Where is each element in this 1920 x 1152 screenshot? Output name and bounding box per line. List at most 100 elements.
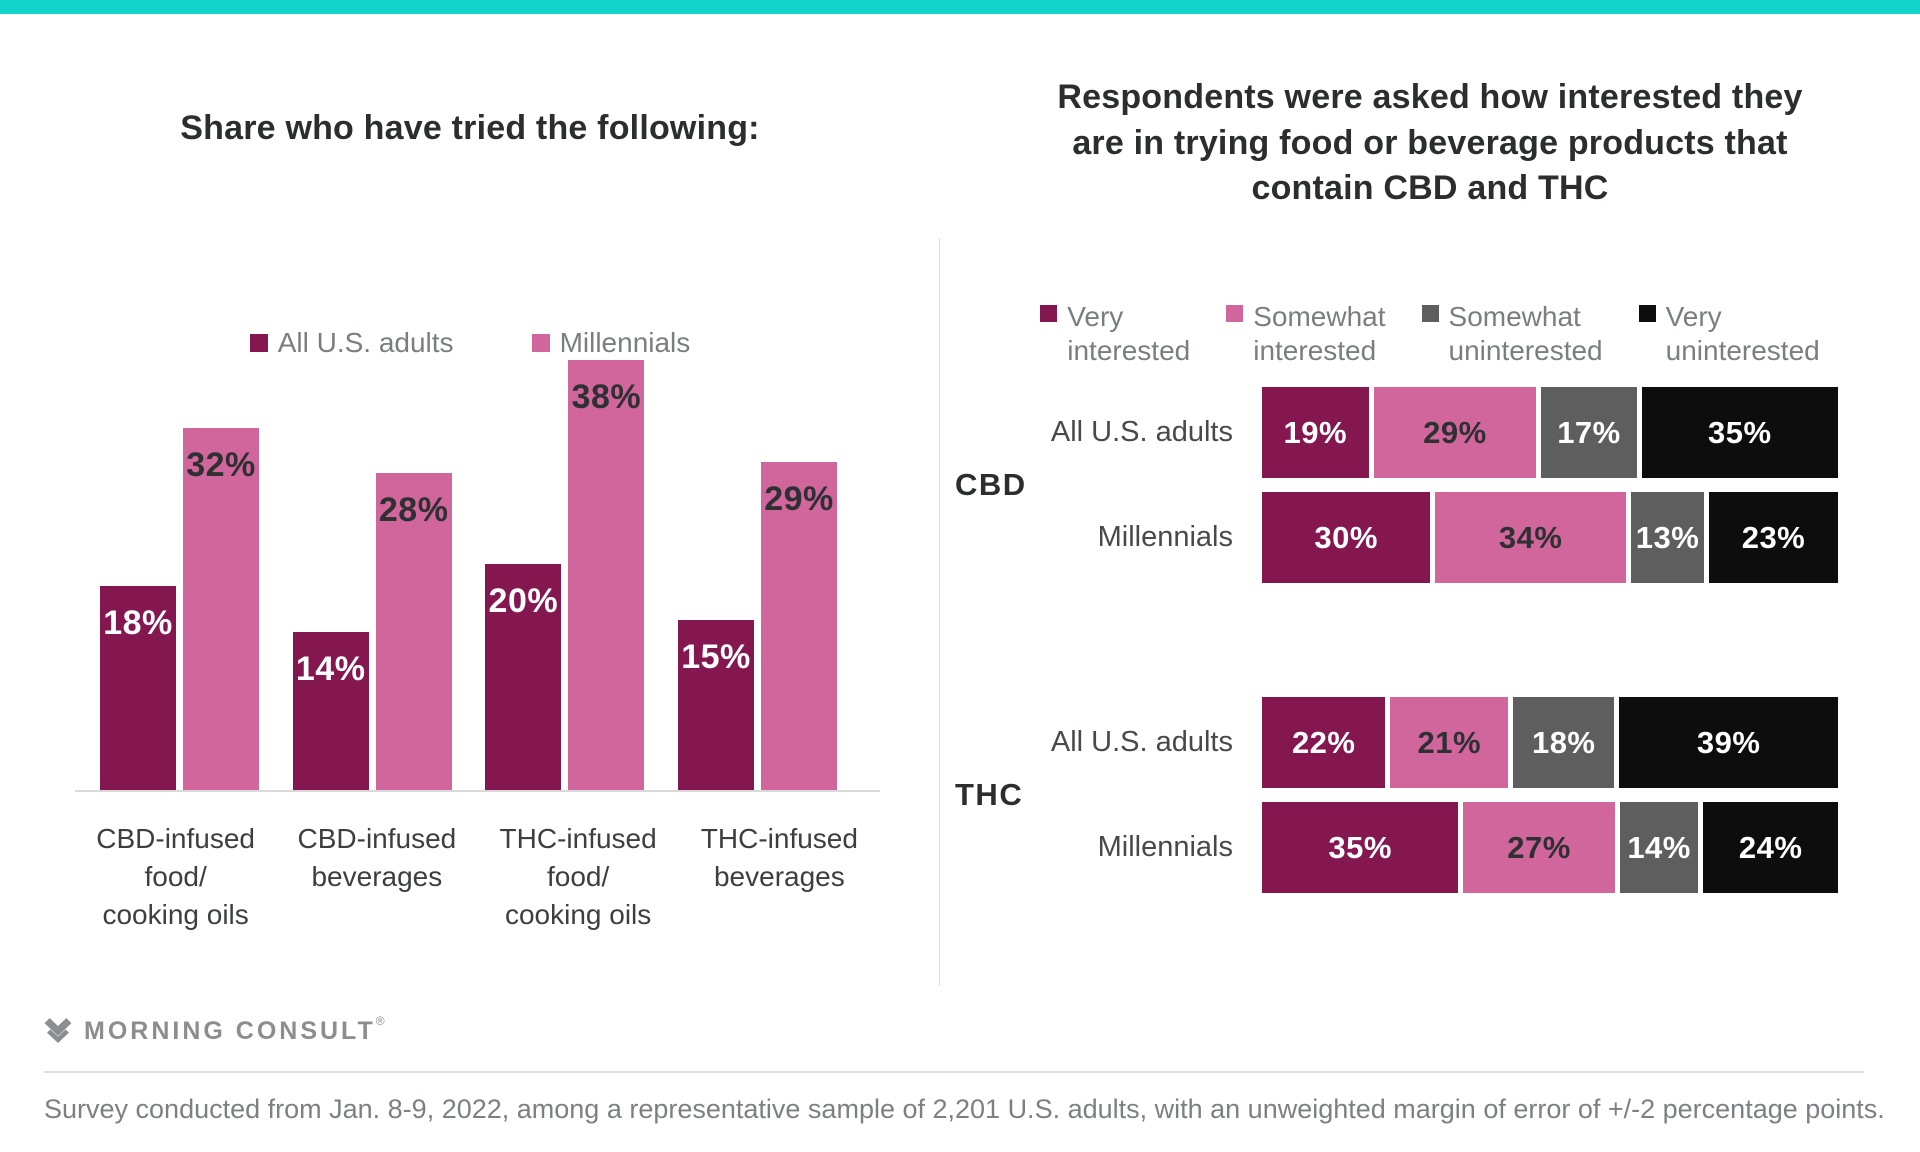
bar-value-label: 29% bbox=[764, 480, 834, 518]
stacked-bar: 30% 34% 13% 23% bbox=[1262, 492, 1838, 583]
bar-value-label: 38% bbox=[571, 378, 642, 416]
bar-segment: 21% bbox=[1390, 697, 1509, 788]
bar: 28% bbox=[375, 473, 452, 790]
stacked-bar: 35% 27% 14% 24% bbox=[1262, 802, 1838, 893]
legend-label-line: Somewhat bbox=[1253, 301, 1386, 332]
legend-label-line: uninterested bbox=[1448, 334, 1603, 366]
left-chart-section: Share who have tried the following: All … bbox=[0, 14, 940, 1004]
category-label: THC-infused food/cooking oils bbox=[478, 820, 679, 933]
right-chart-title-line: contain CBD and THC bbox=[1251, 169, 1609, 208]
legend-item: Very uninterested bbox=[1638, 300, 1820, 367]
legend-label-line: uninterested bbox=[1665, 334, 1820, 366]
registered-mark: ® bbox=[375, 1014, 385, 1028]
bar: 14% bbox=[292, 632, 369, 790]
column-divider bbox=[939, 238, 940, 986]
bar: 15% bbox=[677, 620, 754, 790]
bar: 32% bbox=[183, 428, 259, 790]
legend-label: Somewhat interested bbox=[1253, 300, 1385, 367]
left-chart-category-labels: CBD-infused food/cooking oils CBD-infused b… bbox=[75, 820, 880, 933]
legend-label: Very interested bbox=[1067, 300, 1190, 367]
legend-item: All U.S. adults bbox=[249, 327, 454, 359]
bar-value-label: 15% bbox=[681, 638, 751, 676]
left-chart-legend: All U.S. adults Millennials bbox=[0, 327, 940, 359]
bar: 38% bbox=[568, 360, 645, 790]
category-label-line: CBD-infused bbox=[96, 823, 255, 854]
bar-value-label: 18% bbox=[103, 604, 173, 642]
row-label: Millennials bbox=[1097, 831, 1233, 863]
bar-segment: 35% bbox=[1641, 387, 1838, 478]
bar-segment: 30% bbox=[1262, 492, 1431, 583]
bar-group: 14% 28% bbox=[292, 473, 452, 790]
group-label: CBD bbox=[955, 467, 1027, 502]
stacked-groups: CBD All U.S. adults 19% 29% 17% 35% Millennial… bbox=[955, 387, 1839, 893]
category-label-line: food/ bbox=[144, 860, 207, 892]
row-label: Millennials bbox=[1097, 521, 1233, 553]
legend-swatch bbox=[249, 334, 268, 352]
bar-segment: 22% bbox=[1262, 697, 1386, 788]
right-chart-title: Respondents were asked how interested th… bbox=[940, 75, 1920, 212]
bar-group: 18% 32% bbox=[100, 428, 259, 790]
right-chart-title-line: are in trying food or beverage products … bbox=[1072, 123, 1788, 162]
category-label-line: food/ bbox=[546, 860, 610, 892]
legend-label-line: Very bbox=[1665, 301, 1722, 332]
stacked-bar: 19% 29% 17% 35% bbox=[1262, 387, 1838, 478]
stacked-rows: All U.S. adults 22% 21% 18% 39% Millennials 35… bbox=[1050, 697, 1839, 893]
bar-value-label: 14% bbox=[295, 650, 366, 688]
stacked-row: Millennials 35% 27% 14% 24% bbox=[1050, 802, 1838, 893]
survey-note: Survey conducted from Jan. 8-9, 2022, am… bbox=[44, 1094, 1885, 1124]
category-label-line: THC-infused bbox=[700, 823, 858, 854]
bar-segment: 23% bbox=[1708, 492, 1838, 583]
bar-value-label: 20% bbox=[488, 582, 559, 620]
legend-label: Very uninterested bbox=[1666, 300, 1820, 367]
right-chart-legend: Very interested Somewhat interested Somewhat… bbox=[940, 300, 1920, 367]
bar-segment: 18% bbox=[1513, 697, 1615, 788]
category-label-line: beverages bbox=[713, 860, 845, 892]
legend-swatch bbox=[1040, 305, 1058, 322]
left-chart-plot: 18% 32% 14% 28% 20% 38% 15% 29% bbox=[75, 360, 880, 792]
bar-segment: 27% bbox=[1463, 802, 1615, 893]
m-chevron-icon bbox=[44, 1018, 72, 1044]
category-label: CBD-infused beverages bbox=[276, 820, 477, 933]
brand-name: MORNING CONSULT bbox=[84, 1017, 376, 1045]
legend-label: All U.S. adults bbox=[277, 327, 454, 358]
bar-segment: 17% bbox=[1541, 387, 1637, 478]
stacked-group: THC All U.S. adults 22% 21% 18% 39% Millennial… bbox=[955, 697, 1839, 893]
row-label: All U.S. adults bbox=[1050, 726, 1233, 758]
morning-consult-logo: MORNING CONSULT® bbox=[44, 1014, 385, 1046]
stacked-row: All U.S. adults 19% 29% 17% 35% bbox=[1050, 387, 1838, 478]
legend-label: Millennials bbox=[559, 327, 691, 358]
bar-segment: 19% bbox=[1262, 387, 1369, 478]
category-label-line: CBD-infused bbox=[297, 823, 457, 854]
legend-swatch bbox=[1638, 305, 1656, 322]
category-label-line: cooking oils bbox=[504, 898, 652, 930]
right-chart-section: Respondents were asked how interested th… bbox=[940, 14, 1920, 1004]
legend-label: Somewhat uninterested bbox=[1449, 300, 1603, 367]
legend-item: Somewhat uninterested bbox=[1421, 300, 1603, 367]
legend-swatch bbox=[531, 334, 550, 352]
bar-group: 20% 38% bbox=[485, 360, 645, 790]
legend-item: Millennials bbox=[531, 327, 691, 359]
category-label-line: THC-infused bbox=[499, 823, 657, 854]
legend-swatch bbox=[1226, 305, 1244, 322]
stacked-row: All U.S. adults 22% 21% 18% 39% bbox=[1050, 697, 1839, 788]
legend-label-line: interested bbox=[1067, 334, 1191, 366]
bar-segment: 24% bbox=[1703, 802, 1838, 893]
bar-segment: 39% bbox=[1619, 697, 1839, 788]
group-label: THC bbox=[955, 777, 1024, 812]
bar-segment: 35% bbox=[1262, 802, 1459, 893]
legend-item: Very interested bbox=[1040, 300, 1190, 367]
category-label: CBD-infused food/cooking oils bbox=[75, 820, 276, 933]
bar-value-label: 28% bbox=[378, 491, 449, 529]
bar: 18% bbox=[100, 586, 176, 790]
legend-label-line: interested bbox=[1253, 334, 1377, 366]
bar-value-label: 32% bbox=[186, 446, 256, 484]
stacked-rows: All U.S. adults 19% 29% 17% 35% Millennials 30… bbox=[1050, 387, 1838, 583]
category-label-line: beverages bbox=[311, 860, 443, 892]
category-label-line: cooking oils bbox=[102, 898, 249, 930]
category-label: THC-infused beverages bbox=[679, 820, 880, 933]
bar-group: 15% 29% bbox=[677, 462, 837, 790]
stacked-bar: 22% 21% 18% 39% bbox=[1262, 697, 1839, 788]
legend-swatch bbox=[1421, 305, 1439, 322]
row-label: All U.S. adults bbox=[1050, 416, 1233, 448]
bar-segment: 34% bbox=[1435, 492, 1627, 583]
